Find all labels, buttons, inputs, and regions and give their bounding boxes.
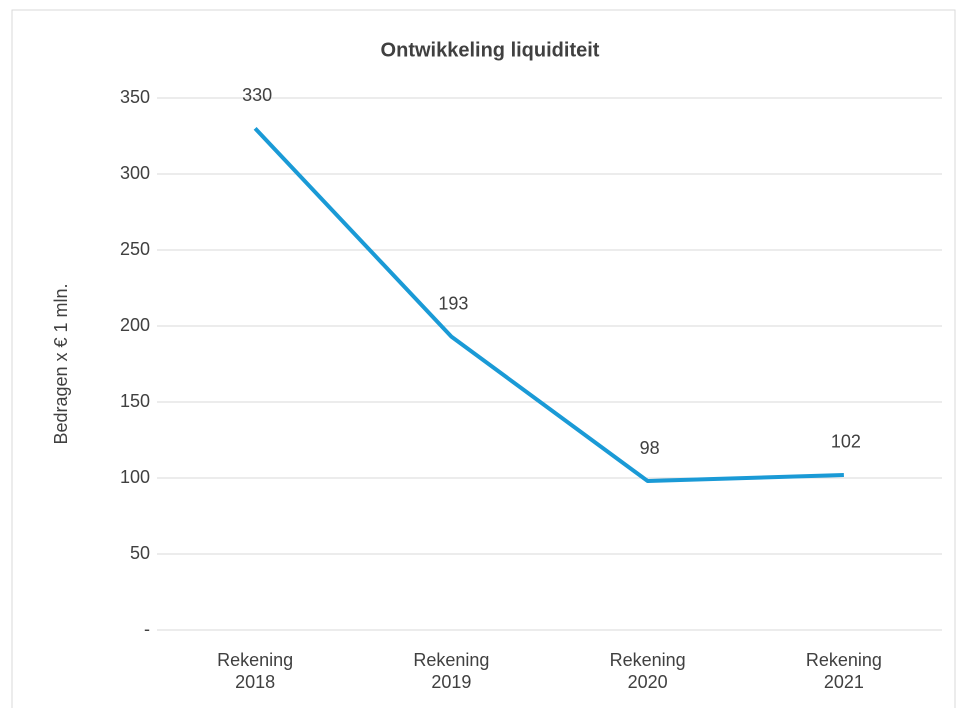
data-label: 330 [242, 85, 272, 105]
y-tick-label: 150 [120, 391, 150, 411]
y-tick-label: 350 [120, 87, 150, 107]
chart-title: Ontwikkeling liquiditeit [381, 39, 600, 61]
y-tick-label: 300 [120, 163, 150, 183]
y-tick-label: 200 [120, 315, 150, 335]
x-tick-label: Rekening 2020 [609, 650, 686, 692]
x-tick-label: Rekening 2019 [413, 650, 490, 692]
y-axis-title: Bedragen x € 1 mln. [51, 283, 71, 444]
x-tick-label: Rekening 2021 [805, 650, 882, 692]
y-tick-label: - [144, 619, 150, 639]
data-line [253, 127, 844, 484]
y-tick-label: 250 [120, 239, 150, 259]
data-label: 102 [831, 432, 861, 452]
data-label: 98 [640, 438, 660, 458]
data-label: 193 [438, 293, 468, 313]
y-tick-label: 50 [130, 543, 150, 563]
x-tick-label: Rekening 2018 [217, 650, 294, 692]
y-tick-label: 100 [120, 467, 150, 487]
